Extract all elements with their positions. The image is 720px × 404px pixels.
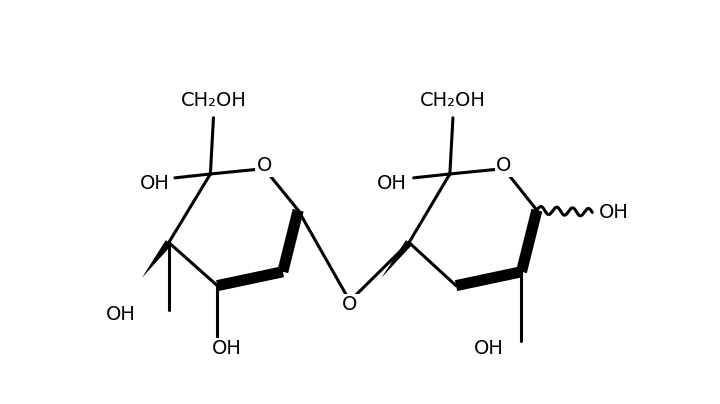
Text: OH: OH (140, 174, 170, 193)
Text: OH: OH (106, 305, 136, 324)
Text: O: O (342, 295, 357, 314)
Polygon shape (217, 268, 284, 286)
Text: O: O (496, 156, 511, 175)
Polygon shape (142, 240, 172, 278)
Polygon shape (382, 240, 412, 278)
Text: CH₂OH: CH₂OH (181, 91, 246, 110)
Text: OH: OH (212, 339, 241, 358)
Text: OH: OH (377, 174, 407, 193)
Text: O: O (256, 156, 272, 175)
Text: OH: OH (474, 339, 503, 358)
Text: CH₂OH: CH₂OH (420, 91, 486, 110)
Text: OH: OH (598, 203, 629, 222)
Polygon shape (456, 268, 522, 286)
